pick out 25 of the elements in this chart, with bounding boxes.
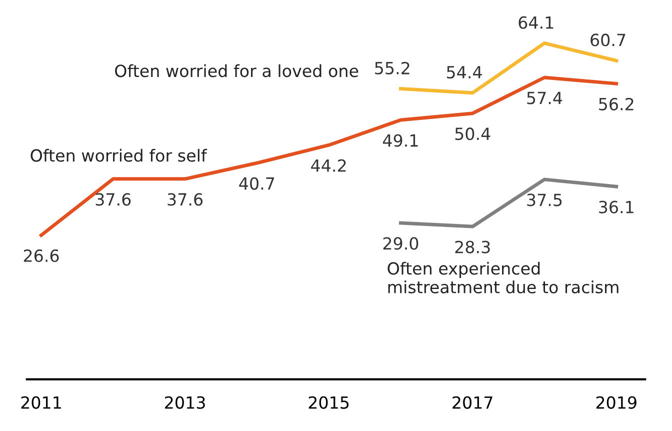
data-label: 56.2: [599, 98, 634, 110]
text: Often worried for a loved one: [115, 64, 358, 78]
data-label: 37.5: [527, 194, 562, 206]
data-label: 44.2: [311, 159, 346, 172]
data-label: 37.6: [96, 193, 131, 206]
data-label: 64.1: [518, 16, 554, 29]
text: Often experienced mistreatment due to racism: [388, 262, 618, 294]
data-label: 57.4: [527, 92, 562, 104]
data-label: 50.4: [455, 128, 490, 140]
x-tick-label: 2013: [165, 396, 205, 409]
data-label: 49.1: [382, 134, 418, 147]
data-label: 55.2: [375, 62, 410, 74]
x-tick-label: 2015: [308, 396, 349, 409]
x-tick-label: 2017: [452, 396, 492, 409]
data-label: 54.4: [446, 66, 482, 79]
data-label: 28.3: [455, 240, 490, 254]
series-label: Often worried for self: [30, 148, 208, 162]
data-label: 29.0: [383, 237, 418, 250]
x-tick-label: 2019: [596, 396, 636, 409]
data-label: 60.7: [590, 34, 626, 46]
data-label: 37.6: [168, 193, 203, 206]
data-label: 40.7: [239, 177, 274, 190]
data-label: 26.6: [24, 249, 59, 262]
data-label: 36.1: [599, 200, 634, 214]
x-tick-label: 2011: [21, 396, 61, 409]
